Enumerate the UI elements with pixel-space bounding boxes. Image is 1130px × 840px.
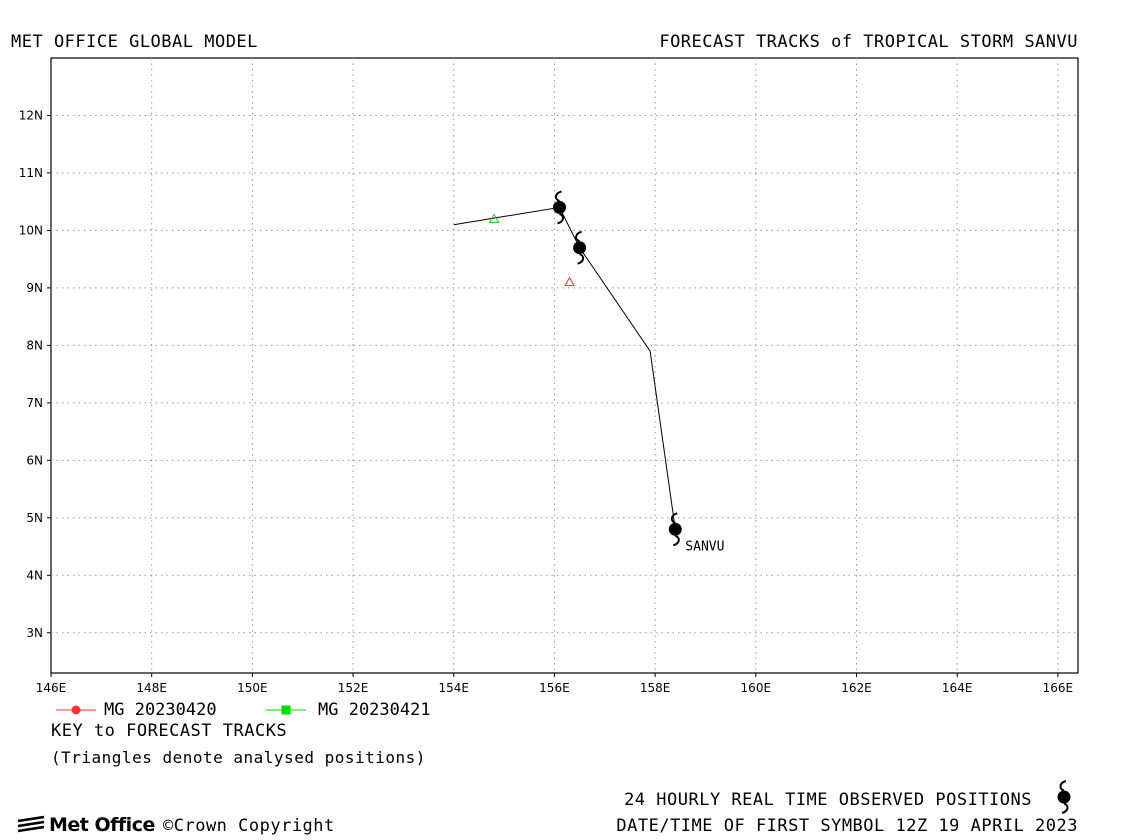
lon-tick-label: 148E (136, 681, 167, 695)
lon-tick-label: 154E (438, 681, 469, 695)
map-frame (50, 57, 1079, 674)
analysed-triangle-1 (488, 213, 500, 223)
lon-tick-label: 158E (640, 681, 671, 695)
lat-tick-label: 3N (26, 626, 43, 640)
copyright: ©Crown Copyright (163, 816, 335, 836)
met-office-logo-icon (17, 815, 45, 833)
legend-marker-20230421 (281, 705, 291, 715)
key-title: KEY to FORECAST TRACKS (51, 721, 288, 741)
lat-tick-label: 12N (19, 108, 43, 122)
legend-label-20230421: MG 20230421 (318, 700, 431, 720)
lat-tick-label: 4N (26, 568, 43, 582)
lat-tick-label: 11N (19, 166, 43, 180)
lat-tick-label: 9N (26, 281, 43, 295)
track-map: 146E 148E 150E 152E 154E 156E 158E 160E 162E 164E… (19, 57, 1079, 695)
met-office-logo: Met Office (16, 814, 155, 836)
lat-tick-label: 6N (26, 453, 43, 467)
cyclone-symbol-icon (1057, 780, 1071, 814)
lat-tick-label: 7N (26, 396, 43, 410)
legend-label-20230420: MG 20230420 (104, 700, 217, 720)
lon-tick-label: 160E (741, 681, 772, 695)
title-left: MET OFFICE GLOBAL MODEL (11, 32, 258, 52)
observed-symbols (553, 190, 682, 547)
cyclone-symbol-1 (573, 230, 587, 265)
lon-tick-label: 162E (841, 681, 872, 695)
lon-tick-label: 146E (36, 681, 67, 695)
lon-tick-label: 152E (338, 681, 369, 695)
first-symbol-datetime: DATE/TIME OF FIRST SYMBOL 12Z 19 APRIL 2… (616, 816, 1078, 836)
cyclone-symbol-2 (553, 190, 566, 225)
title-right: FORECAST TRACKS of TROPICAL STORM SANVU (659, 32, 1078, 52)
met-office-logo-text: Met Office (49, 814, 155, 836)
analysed-triangle-0 (564, 276, 575, 287)
lat-tick-label: 5N (26, 511, 43, 525)
legend-marker-20230420 (71, 705, 81, 715)
lon-tick-label: 166E (1043, 681, 1074, 695)
observed-positions-label: 24 HOURLY REAL TIME OBSERVED POSITIONS (624, 790, 1032, 810)
lon-tick-label: 156E (539, 681, 570, 695)
cyclone-symbol-0 (668, 512, 682, 547)
axis-ticks: 146E 148E 150E 152E 154E 156E 158E 160E 162E 164E… (19, 108, 1073, 695)
lon-tick-label: 164E (942, 681, 973, 695)
analysed-positions (488, 213, 575, 287)
lat-tick-label: 8N (26, 338, 43, 352)
lon-tick-label: 150E (237, 681, 268, 695)
storm-name-label: SANVU (685, 539, 724, 554)
lat-tick-label: 10N (19, 223, 43, 237)
grid-lines (51, 58, 1078, 673)
key-note: (Triangles denote analysed positions) (51, 748, 426, 767)
